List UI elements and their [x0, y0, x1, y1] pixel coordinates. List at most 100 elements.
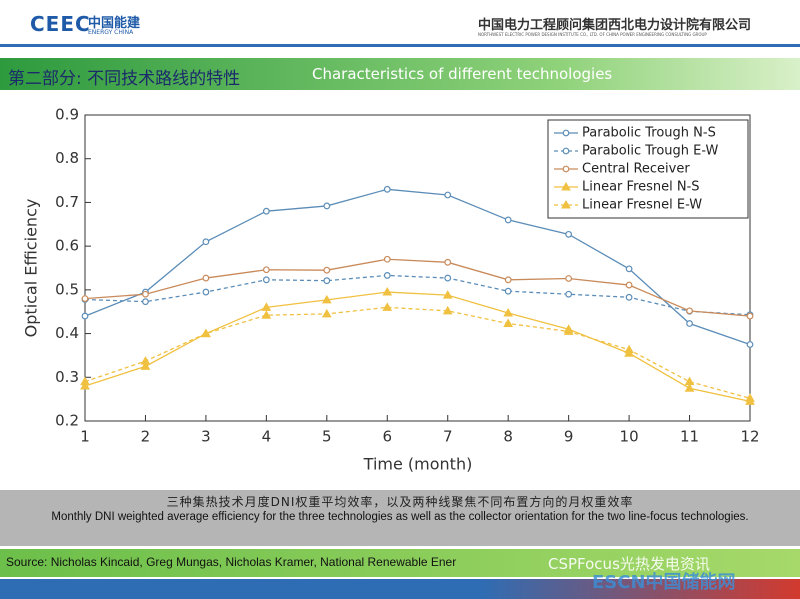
marker [323, 266, 331, 274]
caption-cn: 三种集热技术月度DNI权重平均效率，以及两种线聚焦不同布置方向的月权重效率 [166, 495, 634, 509]
marker [565, 275, 573, 282]
series-line [84, 258, 751, 317]
marker [382, 287, 393, 296]
marker [140, 361, 151, 370]
footer-bar [0, 579, 800, 599]
marker [444, 258, 452, 266]
x-tick-label: 2 [141, 428, 151, 446]
marker [142, 290, 149, 298]
y-tick-label: 0.3 [55, 368, 79, 386]
x-axis-label: Time (month) [363, 455, 473, 474]
y-tick-label: 0.9 [55, 106, 79, 124]
legend-marker [561, 199, 571, 209]
section-title-en: Characteristics of different technologie… [312, 65, 613, 83]
marker [442, 305, 453, 315]
marker [624, 344, 634, 354]
section-bar: 第二部分: 不同技术路线的特性 Characteristics of diffe… [0, 58, 800, 90]
marker [563, 326, 574, 335]
marker [684, 376, 695, 386]
y-tick-label: 0.2 [55, 412, 79, 430]
marker [383, 272, 391, 279]
marker [80, 376, 90, 386]
y-tick-label: 0.8 [55, 149, 79, 167]
marker [142, 298, 149, 306]
y-tick-label: 0.4 [55, 324, 79, 342]
marker [745, 393, 755, 402]
marker [202, 238, 210, 246]
x-tick-label: 6 [382, 428, 392, 446]
x-tick-label: 9 [564, 428, 574, 446]
marker [503, 308, 514, 317]
legend-label: Linear Fresnel N-S [582, 180, 700, 195]
series-line [84, 291, 751, 402]
y-tick-label: 0.7 [55, 193, 79, 211]
marker [383, 185, 391, 193]
legend-label: Central Receiver [582, 162, 690, 177]
logo-en: ENERGY CHINA [88, 29, 134, 36]
marker [625, 265, 633, 273]
series-line [84, 188, 751, 346]
marker [81, 312, 89, 320]
marker [323, 202, 331, 210]
x-tick-label: 8 [503, 428, 513, 446]
org-cn: 中国电力工程顾问集团西北电力设计院有限公司 [478, 18, 752, 33]
legend-label: Linear Fresnel E-W [582, 198, 702, 213]
x-tick-label: 7 [443, 428, 453, 446]
marker [746, 341, 754, 348]
marker [262, 266, 270, 274]
marker [383, 255, 391, 263]
legend-marker [562, 165, 570, 173]
marker [202, 274, 210, 282]
x-tick-label: 5 [322, 428, 332, 446]
watermark: CSPFocus光热发电资讯 [548, 555, 710, 573]
x-tick-label: 10 [620, 428, 639, 446]
marker [382, 302, 393, 311]
marker [201, 328, 211, 338]
y-tick-label: 0.6 [55, 237, 79, 255]
marker [565, 290, 573, 298]
watermark: ESCN中国储能网 [592, 572, 736, 593]
marker [444, 274, 452, 282]
y-tick-label: 0.5 [55, 280, 79, 298]
marker [202, 288, 210, 296]
marker [504, 287, 512, 295]
marker [504, 276, 512, 284]
legend-box [547, 119, 749, 219]
marker [503, 318, 514, 328]
legend-label: Parabolic Trough E-W [582, 144, 719, 159]
marker [504, 216, 512, 224]
logo-cn: 中国能建 [88, 16, 141, 31]
marker [746, 312, 754, 320]
marker [80, 381, 90, 390]
legend-marker [561, 181, 571, 191]
marker [625, 281, 633, 289]
marker [444, 191, 452, 199]
logo-mark: CEEC [30, 12, 91, 36]
marker [140, 356, 151, 365]
section-title-cn: 第二部分: 不同技术路线的特性 [8, 69, 241, 89]
marker [686, 307, 693, 315]
x-tick-label: 4 [262, 428, 272, 446]
x-tick-label: 3 [201, 428, 211, 446]
marker [321, 294, 332, 304]
source-bar: Source: Nicholas Kincaid, Greg Mungas, N… [0, 549, 800, 577]
legend: Parabolic Trough N-S Parabolic Trough E-W… [547, 119, 749, 219]
marker [262, 276, 270, 284]
marker [565, 230, 573, 238]
chart: Time (month) Optical Efficiency 0.2 0.3 0.… [22, 106, 760, 474]
source: Source: Nicholas Kincaid, Greg Mungas, N… [6, 555, 457, 569]
x-tick-label: 1 [80, 428, 90, 446]
org-en: NORTHWEST ELECTRIC POWER DESIGN INSTITUT… [478, 32, 707, 37]
marker [262, 207, 270, 215]
caption-band: 三种集热技术月度DNI权重平均效率，以及两种线聚焦不同布置方向的月权重效率 Mo… [0, 490, 800, 546]
legend-label: Parabolic Trough N-S [582, 126, 716, 141]
legend-marker [562, 147, 570, 155]
y-axis-label: Optical Efficiency [22, 199, 41, 338]
marker [442, 290, 453, 299]
caption-en: Monthly DNI weighted average efficiency … [51, 511, 749, 523]
x-tick-label: 12 [740, 428, 759, 446]
series-line [84, 306, 751, 399]
header-rule [0, 44, 800, 47]
x-tick-label: 11 [680, 428, 699, 446]
